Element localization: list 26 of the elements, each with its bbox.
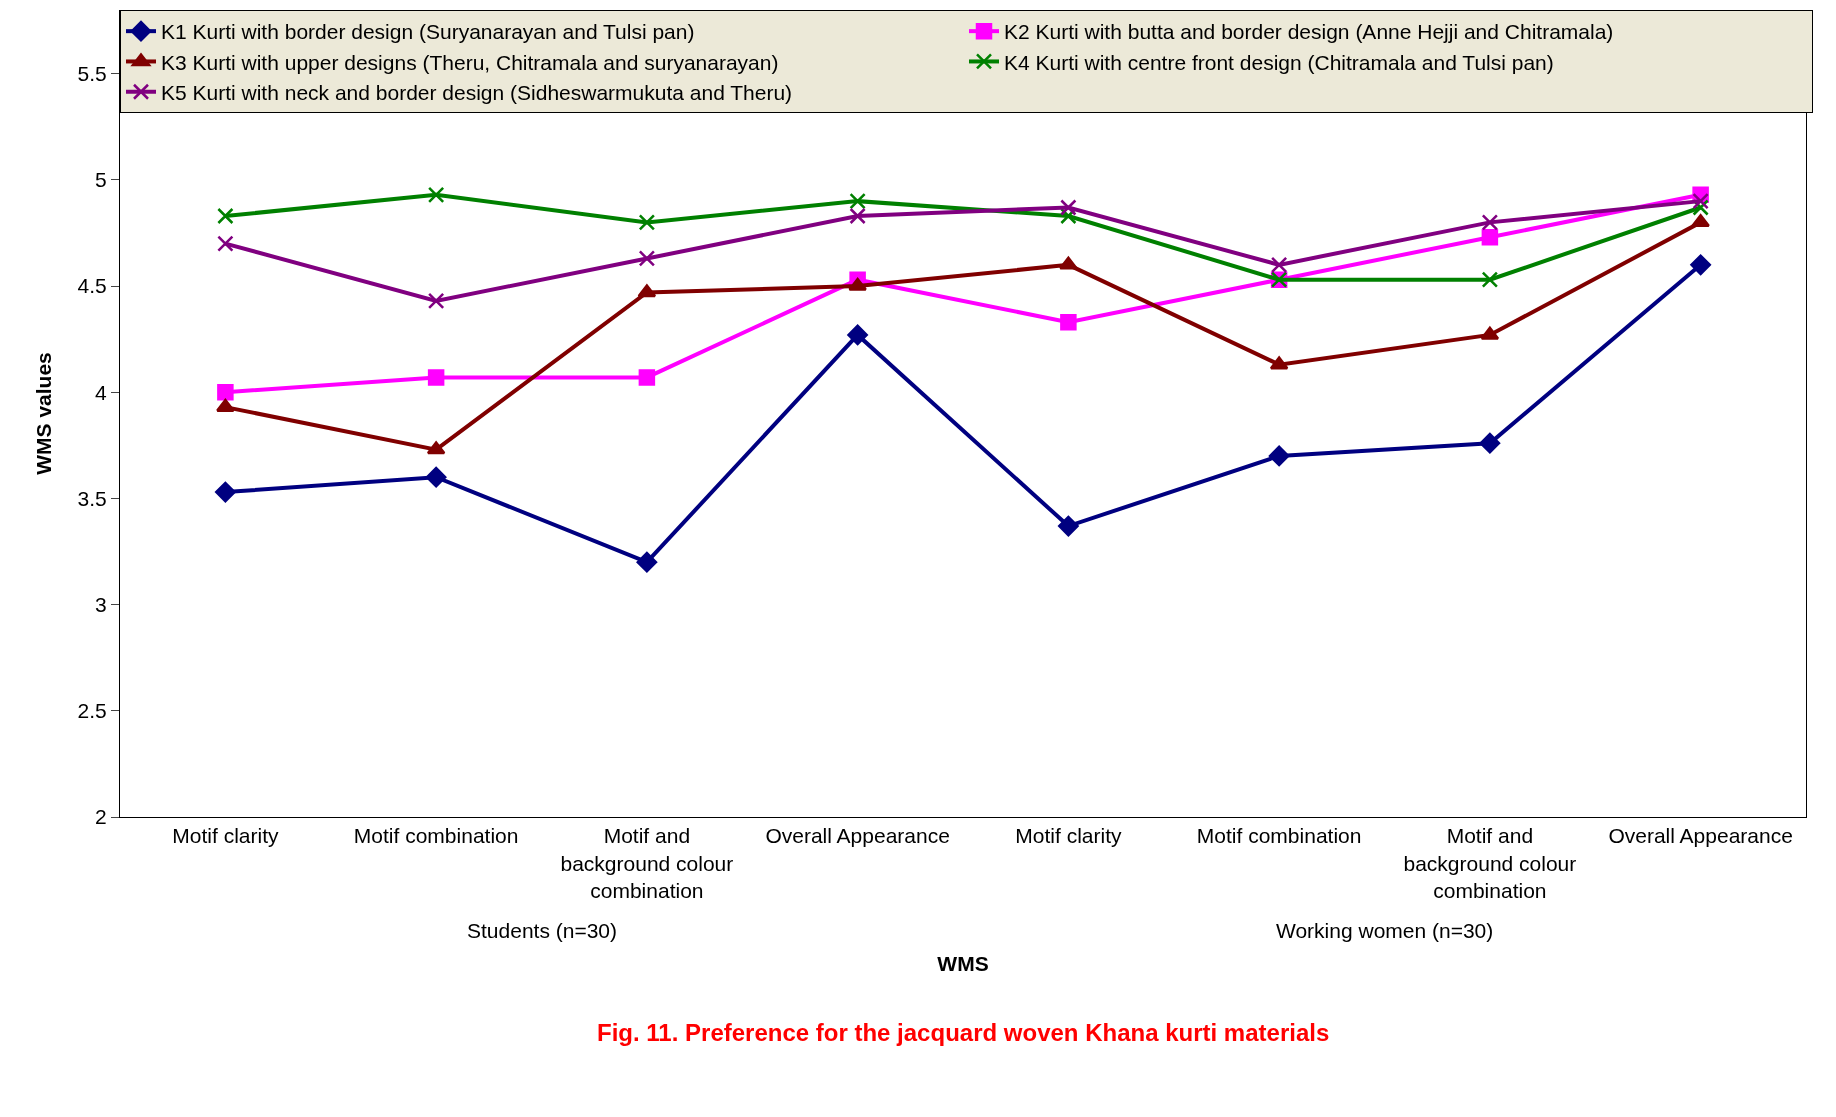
y-tick-label: 4.5 [77,274,107,298]
y-tick-label: 4 [95,380,108,404]
x-tick-label: Overall Appearance [1608,824,1793,848]
legend-label: K4 Kurti with centre front design (Chitramala and Tulsi pan) [1004,50,1554,74]
y-tick-label: 5 [95,168,107,192]
legend-label: K1 Kurti with border design (Suryanarayan and Tulsi pan) [161,20,695,44]
y-tick-label: 2 [95,805,107,829]
legend-label: K5 Kurti with neck and border design (Sidheswarmukuta and Theru) [161,80,793,104]
x-tick-label: Motif clarity [1015,824,1122,848]
x-tick-label: Motif combination [1196,824,1362,848]
y-tick-label: 2.5 [77,699,107,723]
text: Fig. 11. Preference for the jacquard woven Khana kurti materials [597,1019,1330,1046]
y-tick-label: 3.5 [77,486,107,510]
x-axis-title: WMS [937,952,989,975]
y-tick-label: 3 [95,592,107,616]
legend-label: K3 Kurti with upper designs (Theru, Chitramala and suryanarayan) [161,50,779,74]
text: Students (n=30) [467,919,618,942]
y-tick-label: 5.5 [77,62,107,86]
y-axis-title: WMS values [31,352,55,475]
x-tick-label: Motif and background colour combination [560,824,734,902]
x-tick-label: Motif and background colour combination [1403,824,1577,902]
legend-label: K2 Kurti with butta and border design (Anne Hejji and Chitramala) [1004,20,1614,44]
x-tick-label: Motif combination [353,824,519,848]
x-tick-label: Overall Appearance [765,824,950,848]
text: Working women (n=30) [1276,919,1494,942]
x-tick-label: Motif clarity [172,824,279,848]
